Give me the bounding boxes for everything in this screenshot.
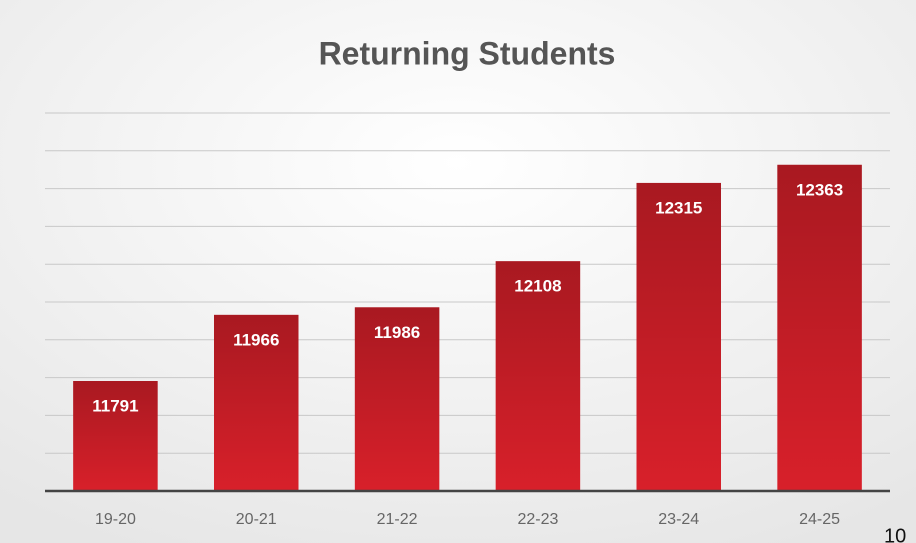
data-label: 11966 [233, 330, 279, 349]
bar-shade [354, 307, 440, 491]
bar-shade [73, 381, 158, 491]
x-tick-label: 20-21 [236, 511, 277, 528]
x-tick-label: 22-23 [517, 511, 558, 528]
bar-shade [214, 314, 299, 491]
x-tick-label: 24-25 [799, 511, 840, 528]
data-label: 11791 [92, 396, 138, 415]
bar-shade [777, 164, 862, 491]
data-label: 11986 [374, 323, 420, 342]
data-label: 12315 [655, 198, 702, 217]
data-label: 12363 [796, 180, 843, 199]
bar-shade [495, 261, 581, 491]
chart-title: Returning Students [319, 35, 616, 71]
x-tick-label: 19-20 [95, 511, 136, 528]
x-tick-label: 21-22 [377, 511, 418, 528]
bar-shade [636, 182, 721, 491]
x-tick-label: 23-24 [658, 511, 699, 528]
data-label: 12108 [514, 277, 561, 296]
page-number: 10 [884, 525, 906, 543]
